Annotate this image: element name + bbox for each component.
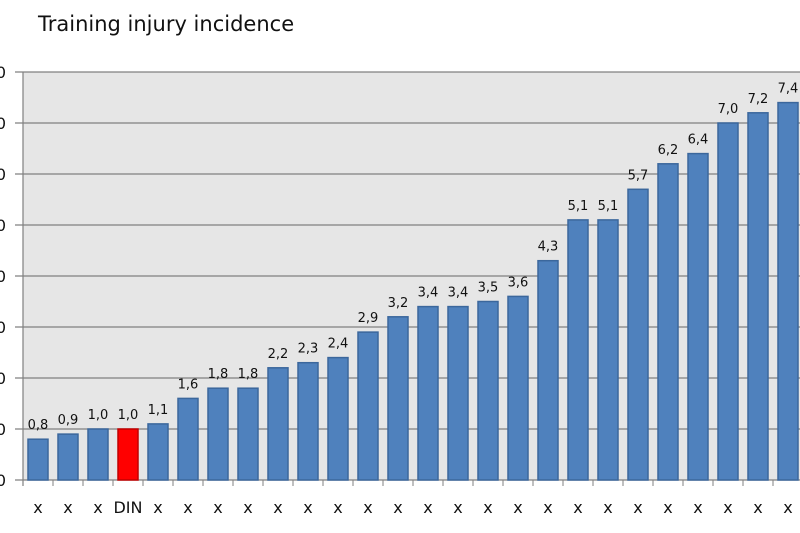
x-tick-label: x xyxy=(33,498,42,517)
data-label: 6,2 xyxy=(658,143,679,158)
data-label: 5,1 xyxy=(598,199,619,214)
data-label: 2,3 xyxy=(298,342,319,357)
y-tick-label: 0 xyxy=(0,165,6,184)
y-tick-label: 0 xyxy=(0,114,6,133)
x-tick-label: x xyxy=(783,498,792,517)
bar xyxy=(237,387,259,481)
x-tick-label: DIN xyxy=(113,498,142,517)
x-tick-label: x xyxy=(543,498,552,517)
bar xyxy=(447,305,469,481)
data-label: 7,4 xyxy=(778,82,799,97)
x-tick-label: x xyxy=(513,498,522,517)
data-label: 0,8 xyxy=(28,418,49,433)
bar xyxy=(267,367,289,481)
x-tick-label: x xyxy=(453,498,462,517)
x-tick-label: x xyxy=(213,498,222,517)
x-tick-label: x xyxy=(393,498,402,517)
x-tick-label: x xyxy=(573,498,582,517)
bar xyxy=(747,112,769,481)
bar xyxy=(297,361,319,481)
data-label: 2,4 xyxy=(328,337,349,352)
bar xyxy=(537,259,559,481)
bar xyxy=(777,101,799,481)
x-tick-label: x xyxy=(243,498,252,517)
data-label: 7,0 xyxy=(718,102,739,117)
bar xyxy=(507,295,529,481)
data-label: 1,8 xyxy=(238,367,259,382)
bar xyxy=(147,423,169,481)
data-label: 1,8 xyxy=(208,367,229,382)
y-tick-label: 0 xyxy=(0,471,6,490)
data-label: 2,9 xyxy=(358,311,379,326)
x-tick-label: x xyxy=(273,498,282,517)
bar xyxy=(27,438,49,481)
y-tick-label: 0 xyxy=(0,267,6,286)
data-label: 3,4 xyxy=(448,286,469,301)
x-tick-label: x xyxy=(183,498,192,517)
bar xyxy=(477,300,499,481)
data-label: 3,4 xyxy=(418,286,439,301)
x-tick-label: x xyxy=(633,498,642,517)
x-tick-label: x xyxy=(423,498,432,517)
data-label: 5,7 xyxy=(628,168,649,183)
x-tick-label: x xyxy=(363,498,372,517)
bar xyxy=(57,433,79,481)
y-tick-label: 0 xyxy=(0,369,6,388)
x-tick-label: x xyxy=(603,498,612,517)
x-tick-label: x xyxy=(753,498,762,517)
y-tick-label: 0 xyxy=(0,318,6,337)
bar xyxy=(597,219,619,481)
bar xyxy=(357,331,379,481)
bar xyxy=(387,316,409,481)
data-label: 3,6 xyxy=(508,275,529,290)
bar xyxy=(717,122,739,481)
y-tick-label: 0 xyxy=(0,216,6,235)
bar xyxy=(567,219,589,481)
title-prefix: . xyxy=(0,12,1,36)
x-tick-label: x xyxy=(693,498,702,517)
y-tick-label: 0 xyxy=(0,63,6,82)
x-tick-label: x xyxy=(153,498,162,517)
bar xyxy=(177,397,199,481)
data-label: 6,4 xyxy=(688,133,709,148)
bar xyxy=(207,387,229,481)
data-label: 4,3 xyxy=(538,240,559,255)
bar xyxy=(117,428,139,481)
x-tick-label: x xyxy=(663,498,672,517)
data-label: 7,2 xyxy=(748,92,769,107)
data-label: 1,6 xyxy=(178,377,199,392)
data-label: 1,0 xyxy=(118,408,139,423)
data-label: 1,1 xyxy=(148,403,169,418)
x-tick-label: x xyxy=(333,498,342,517)
data-label: 3,5 xyxy=(478,281,499,296)
bar xyxy=(627,188,649,481)
y-tick-label: 0 xyxy=(0,420,6,439)
x-tick-label: x xyxy=(483,498,492,517)
x-tick-label: x xyxy=(93,498,102,517)
data-label: 5,1 xyxy=(568,199,589,214)
data-label: 2,2 xyxy=(268,347,289,362)
bar xyxy=(87,428,109,481)
bar xyxy=(657,163,679,481)
x-tick-label: x xyxy=(303,498,312,517)
title-text: Training injury incidence xyxy=(38,12,295,36)
x-tick-label: x xyxy=(723,498,732,517)
bar xyxy=(327,356,349,481)
bar xyxy=(417,305,439,481)
data-label: 1,0 xyxy=(88,408,109,423)
data-label: 3,2 xyxy=(388,296,409,311)
x-tick-label: x xyxy=(63,498,72,517)
data-label: 0,9 xyxy=(58,413,79,428)
bar xyxy=(687,152,709,481)
